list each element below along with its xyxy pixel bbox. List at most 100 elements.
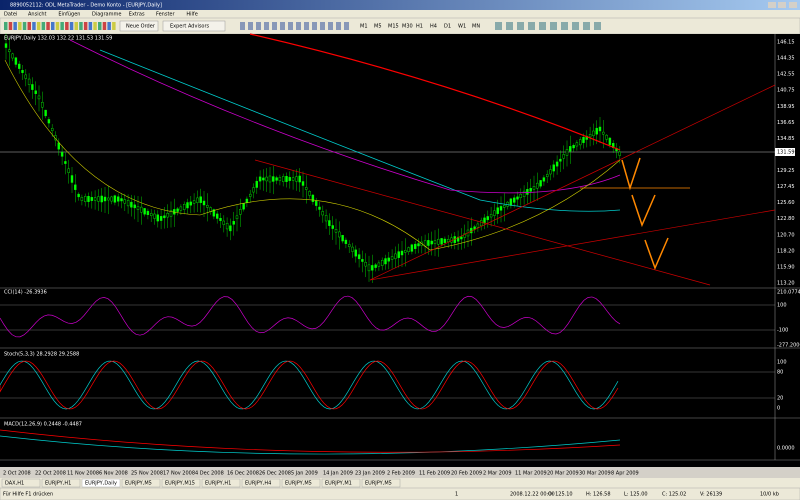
toolbar-icon[interactable] xyxy=(107,22,111,30)
tab-label[interactable]: DAX,H1 xyxy=(5,481,24,487)
toolbar-icon[interactable] xyxy=(112,22,116,30)
toolbar-icon[interactable] xyxy=(539,22,546,30)
toolbar-icon[interactable] xyxy=(336,22,341,30)
toolbar-icon[interactable] xyxy=(36,22,41,30)
timeframe-button[interactable]: MN xyxy=(472,24,480,30)
toolbar-icon[interactable] xyxy=(312,22,317,30)
tab[interactable] xyxy=(121,478,161,488)
candle-body xyxy=(298,175,301,183)
tab-label[interactable]: EURJPY,Daily xyxy=(85,481,117,487)
toolbar-icon[interactable] xyxy=(256,22,261,30)
toolbar-icon[interactable] xyxy=(344,22,349,30)
moving-average xyxy=(4,59,621,251)
toolbar-icon[interactable] xyxy=(240,22,245,30)
toolbar-icon[interactable] xyxy=(320,22,325,30)
toolbar-icon[interactable] xyxy=(13,22,17,30)
tab-label[interactable]: EURJPY,M5 xyxy=(365,481,392,487)
tab-label[interactable]: EURJPY,M1 xyxy=(325,481,352,487)
price-label: 127.45 xyxy=(777,184,795,190)
toolbar-icon[interactable] xyxy=(102,22,107,30)
menu-item[interactable]: Einfügen xyxy=(58,12,80,18)
toolbar-icon[interactable] xyxy=(506,22,513,30)
toolbar-icon[interactable] xyxy=(8,22,13,30)
menu-item[interactable]: Extras xyxy=(129,12,145,18)
menu-item[interactable]: Hilfe xyxy=(186,12,197,18)
toolbar-icon[interactable] xyxy=(572,22,579,30)
toolbar-icon[interactable] xyxy=(27,22,32,30)
toolbar-icon[interactable] xyxy=(495,22,502,30)
timeframe-button[interactable]: M5 xyxy=(374,24,382,30)
tab[interactable] xyxy=(1,478,41,488)
toolbar-icon[interactable] xyxy=(4,22,8,30)
timeframe-button[interactable]: M15 xyxy=(388,24,399,30)
toolbar-icon[interactable] xyxy=(88,22,93,30)
tab-label[interactable]: EURJPY,M5 xyxy=(125,481,152,487)
menu-item[interactable]: Ansicht xyxy=(28,12,47,18)
candle-body xyxy=(562,154,565,159)
tab[interactable] xyxy=(161,478,201,488)
tab[interactable] xyxy=(41,478,81,488)
toolbar-icon[interactable] xyxy=(79,22,83,30)
toolbar-icon[interactable] xyxy=(264,22,269,30)
toolbar-icon[interactable] xyxy=(51,22,55,30)
tab[interactable] xyxy=(281,478,321,488)
candle-body xyxy=(100,195,103,203)
candle-body xyxy=(509,198,513,206)
toolbar-icon[interactable] xyxy=(288,22,293,30)
toolbar-icon[interactable] xyxy=(328,22,333,30)
tab[interactable] xyxy=(201,478,241,488)
toolbar-icon[interactable] xyxy=(583,22,590,30)
tab-label[interactable]: EURJPY,H1 xyxy=(205,481,231,487)
toolbar-icon[interactable] xyxy=(41,22,46,30)
tab-label[interactable]: EURJPY,H4 xyxy=(245,481,271,487)
maximize[interactable] xyxy=(778,2,786,8)
minimize[interactable] xyxy=(768,2,776,8)
toolbar-icon[interactable] xyxy=(528,22,535,30)
toolbar-icon[interactable] xyxy=(98,22,102,30)
toolbar-icon[interactable] xyxy=(18,22,22,30)
toolbar-icon[interactable] xyxy=(93,22,97,30)
candle-body xyxy=(245,198,249,203)
menu-item[interactable]: Fenster xyxy=(156,12,175,18)
tab-label[interactable]: EURJPY,M15 xyxy=(165,481,195,487)
close[interactable] xyxy=(789,2,797,8)
toolbar-icon[interactable] xyxy=(22,22,27,30)
tab[interactable] xyxy=(241,478,281,488)
tab-label[interactable]: EURJPY,M5 xyxy=(285,481,312,487)
menu-item[interactable]: Diagramme xyxy=(92,12,121,18)
timeframe-button[interactable]: H1 xyxy=(416,24,423,30)
timeframe-button[interactable]: M1 xyxy=(360,24,368,30)
toolbar-icon[interactable] xyxy=(65,22,69,30)
toolbar-icon[interactable] xyxy=(304,22,309,30)
toolbar-icon[interactable] xyxy=(550,22,557,30)
timeframe-button[interactable]: H4 xyxy=(430,24,437,30)
candle-body xyxy=(486,216,489,221)
tab-label[interactable]: EURJPY,H1 xyxy=(45,481,71,487)
toolbar-icon[interactable] xyxy=(561,22,568,30)
price-label: 113.20 xyxy=(777,281,795,287)
toolbar-icon[interactable] xyxy=(69,22,74,30)
toolbar-icon[interactable] xyxy=(74,22,79,30)
toolbar-icon[interactable] xyxy=(517,22,524,30)
tab[interactable] xyxy=(361,478,401,488)
toolbar-button[interactable]: Expert Advisors xyxy=(170,24,210,30)
tab[interactable] xyxy=(81,478,121,488)
toolbar-icon[interactable] xyxy=(272,22,277,30)
timeframe-button[interactable]: W1 xyxy=(458,24,466,30)
toolbar-icon[interactable] xyxy=(248,22,253,30)
toolbar-icon[interactable] xyxy=(83,22,88,30)
toolbar-button[interactable]: Neue Order xyxy=(126,24,156,30)
toolbar-icon[interactable] xyxy=(32,22,36,30)
toolbar-icon[interactable] xyxy=(60,22,64,30)
toolbar-icon[interactable] xyxy=(296,22,301,30)
toolbar-icon[interactable] xyxy=(46,22,50,30)
tab[interactable] xyxy=(321,478,361,488)
toolbar-icon[interactable] xyxy=(55,22,60,30)
candle-body xyxy=(552,164,555,172)
toolbar-icon[interactable] xyxy=(594,22,601,30)
candle-body xyxy=(219,218,222,221)
menu-item[interactable]: Datei xyxy=(4,12,17,18)
toolbar-icon[interactable] xyxy=(280,22,285,30)
timeframe-button[interactable]: M30 xyxy=(402,24,413,30)
timeframe-button[interactable]: D1 xyxy=(444,24,451,30)
